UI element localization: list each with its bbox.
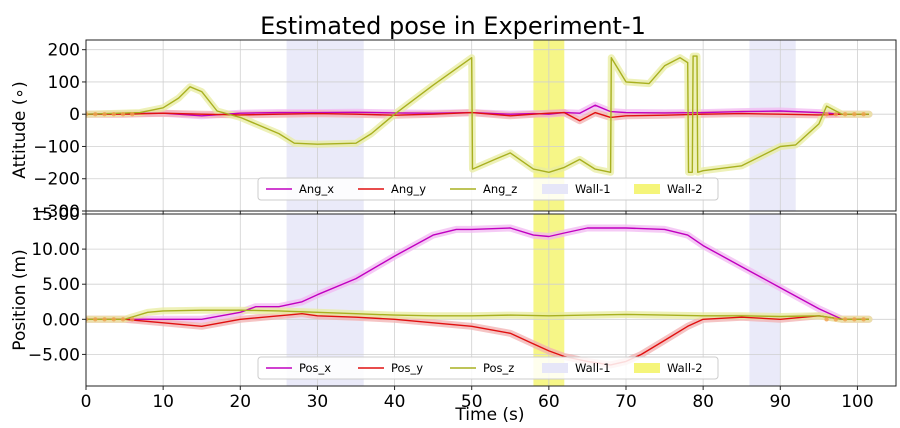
legend-label-wall-1: Wall-1 (575, 182, 611, 196)
y-tick-label: 10.00 (31, 240, 80, 260)
legend-swatch-wall-2 (634, 363, 660, 373)
legend-swatch-wall-1 (542, 363, 568, 373)
y-tick-label: −5.00 (28, 345, 80, 365)
endpoint-marker (842, 112, 848, 117)
endpoint-marker (861, 317, 866, 322)
series-group (86, 52, 873, 176)
legend-box (257, 356, 719, 380)
endpoint-marker (824, 317, 829, 322)
legend-label-ang_x: Ang_x (299, 182, 334, 196)
endpoint-marker (93, 112, 98, 117)
series-line-ang_z (86, 55, 869, 174)
legend-swatch-wall-1 (542, 184, 568, 194)
legend: Pos_x Pos_y Pos_z Wall-1 Wall-2 (257, 356, 719, 380)
endpoint-marker (120, 317, 126, 322)
y-tick-label: 100 (48, 73, 80, 93)
legend-label-ang_z: Ang_z (483, 182, 517, 196)
endpoint-marker (130, 112, 135, 117)
y-tick-label: 15.00 (31, 205, 80, 225)
endpoint-marker (111, 112, 116, 117)
x-tick-label: 40 (384, 392, 406, 412)
x-tick-label: 100 (841, 392, 873, 412)
endpoint-marker (861, 112, 866, 117)
x-axis-label: Time (s) (454, 405, 524, 425)
y-tick-label: 5.00 (42, 275, 80, 295)
x-tick-label: 0 (81, 392, 92, 412)
endpoint-marker (842, 317, 848, 322)
endpoint-marker (86, 112, 89, 117)
x-tick-label: 80 (692, 392, 714, 412)
endpoint-marker (86, 317, 89, 322)
x-tick-label: 90 (769, 392, 791, 412)
x-tick-label: 50 (461, 392, 483, 412)
endpoint-marker (824, 112, 829, 117)
x-tick-label: 60 (538, 392, 560, 412)
legend: Ang_x Ang_y Ang_z Wall-1 Wall-2 (257, 177, 719, 201)
x-tick-label: 70 (615, 392, 637, 412)
y-tick-label: −300 (33, 202, 80, 222)
legend-label-ang_y: Ang_y (391, 182, 426, 196)
endpoint-marker (102, 112, 107, 117)
shaded-region-wall-1-1 (749, 214, 781, 386)
series-line-pos_y (86, 313, 869, 366)
position-y-axis-label: Position (m) (10, 249, 30, 350)
endpoint-marker (833, 317, 839, 322)
legend-label-pos_x: Pos_x (299, 361, 331, 375)
legend-label-wall-2: Wall-2 (667, 361, 703, 375)
legend-swatch-wall-2 (634, 184, 660, 194)
series-line-ang_y (86, 111, 869, 122)
series-group (86, 224, 873, 369)
endpoint-marker (93, 317, 98, 322)
series-line-pos_z (86, 309, 869, 320)
axes-frame (85, 213, 897, 387)
y-tick-label: −200 (33, 170, 80, 190)
legend-label-pos_z: Pos_z (483, 361, 514, 375)
legend-label-pos_y: Pos_y (391, 361, 423, 375)
series-line-pos_x (86, 227, 869, 320)
endpoint-marker (130, 317, 135, 322)
legend-label-wall-1: Wall-1 (575, 361, 611, 375)
endpoint-marker (852, 317, 857, 322)
shaded-region-wall-1-1 (749, 40, 796, 211)
x-tick-label: 30 (307, 392, 329, 412)
endpoint-marker (120, 112, 126, 117)
y-tick-label: 0.00 (42, 310, 80, 330)
attitude-y-axis-label: Attitude (∘) (10, 81, 30, 178)
attitude-panel: 200 100 0 −100 −200 −300 Ang_x Ang_y Ang_z Wall-1… (33, 39, 897, 222)
y-tick-label: −100 (33, 137, 80, 157)
endpoint-marker (102, 317, 107, 322)
legend-label-wall-2: Wall-2 (667, 182, 703, 196)
legend-box (257, 177, 719, 201)
endpoint-marker (852, 112, 857, 117)
position-panel: 15.00 10.00 5.00 0.00 −5.00 0 10 20 30 40 50 60 70 80… (28, 205, 897, 412)
x-tick-label: 20 (229, 392, 251, 412)
chart-title: Estimated pose in Experiment-1 (260, 12, 646, 40)
y-tick-label: 0 (69, 105, 80, 125)
x-tick-label: 10 (152, 392, 174, 412)
endpoint-marker (111, 317, 116, 322)
endpoint-marker (833, 112, 839, 117)
axes-frame (85, 39, 897, 212)
y-tick-label: 200 (48, 41, 80, 61)
